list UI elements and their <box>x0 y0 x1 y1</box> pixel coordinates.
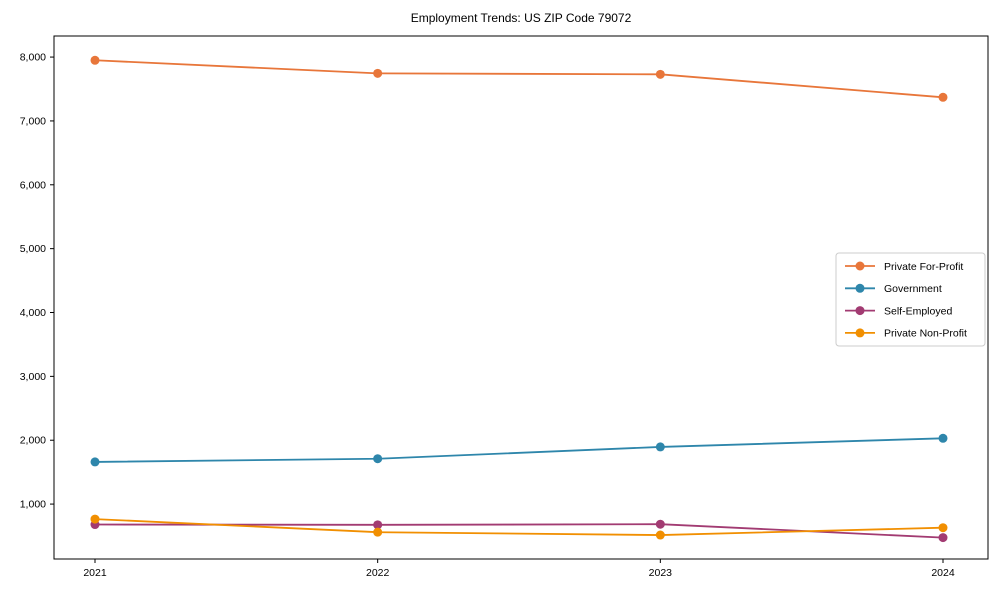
series-marker-private-for-profit <box>938 92 948 102</box>
series-marker-government <box>655 442 665 452</box>
y-axis-tick-label: 6,000 <box>20 179 46 191</box>
y-axis-tick-label: 5,000 <box>20 243 46 255</box>
y-axis-tick-label: 3,000 <box>20 371 46 383</box>
series-marker-self-employed <box>938 533 948 543</box>
legend-marker-self-employed <box>855 306 865 316</box>
series-marker-government <box>373 454 383 464</box>
y-axis-tick-label: 7,000 <box>20 115 46 127</box>
series-line-private-for-profit <box>94 59 944 99</box>
y-axis-tick-label: 8,000 <box>20 52 46 64</box>
x-axis-tick-label: 2021 <box>83 567 107 579</box>
series-marker-private-non-profit <box>938 523 948 533</box>
y-axis-tick-label: 1,000 <box>20 499 46 511</box>
plot-frame <box>53 35 989 560</box>
x-axis-tick-label: 2022 <box>366 567 390 579</box>
series-marker-private-for-profit <box>655 69 665 79</box>
series-marker-government <box>90 457 100 467</box>
series-line-private-non-profit <box>94 518 944 536</box>
legend-marker-private-for-profit <box>855 261 865 271</box>
legend-label-private-non-profit: Private Non-Profit <box>884 328 967 340</box>
legend-label-private-for-profit: Private For-Profit <box>884 261 963 273</box>
x-axis-tick-label: 2024 <box>931 567 955 579</box>
y-axis-tick-label: 4,000 <box>20 307 46 319</box>
chart-title: Employment Trends: US ZIP Code 79072 <box>410 11 632 25</box>
series-marker-private-for-profit <box>90 55 100 65</box>
series-marker-private-non-profit <box>373 527 383 537</box>
series-line-government <box>94 437 944 463</box>
legend-marker-government <box>855 283 865 293</box>
series-marker-private-for-profit <box>373 68 383 78</box>
legend-marker-private-non-profit <box>855 328 865 338</box>
series-marker-self-employed <box>373 520 383 530</box>
series-marker-self-employed <box>655 519 665 529</box>
series-marker-private-non-profit <box>90 514 100 524</box>
legend-box <box>835 252 986 347</box>
y-axis-tick-label: 2,000 <box>20 435 46 447</box>
legend-label-government: Government <box>884 283 942 295</box>
x-axis-tick-label: 2023 <box>649 567 673 579</box>
legend-label-self-employed: Self-Employed <box>884 305 952 317</box>
series-marker-government <box>938 433 948 443</box>
series-marker-private-non-profit <box>655 530 665 540</box>
